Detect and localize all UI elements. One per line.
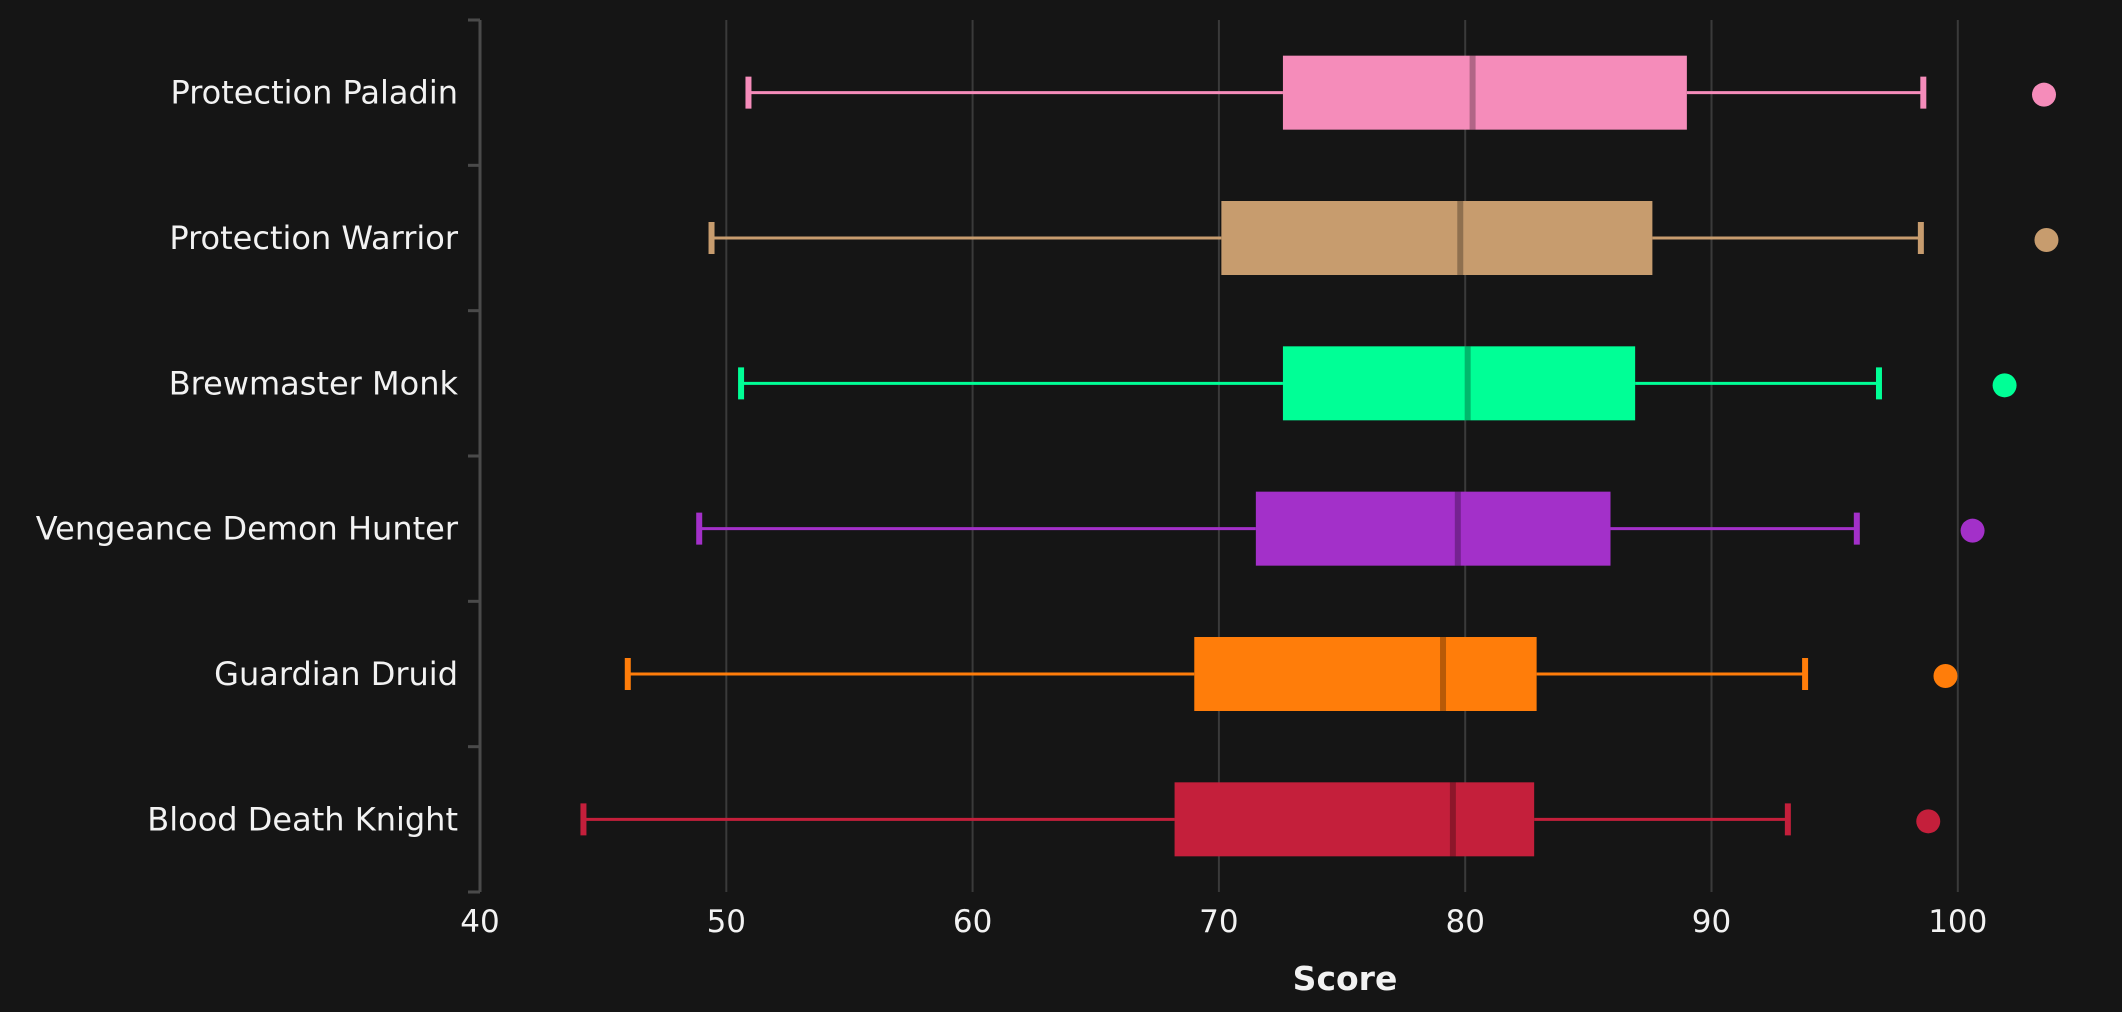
- box-protection-paladin: [745, 55, 2057, 130]
- outlier-point: [1933, 664, 1958, 688]
- axis-layer: [468, 18, 482, 894]
- label-layer: 40 50 60 70 80 90 100 Protection Paladin Protect…: [36, 74, 1988, 940]
- y-category-label: Guardian Druid: [214, 655, 458, 693]
- y-category-label: Brewmaster Monk: [169, 364, 459, 402]
- x-tick-label: 60: [953, 904, 992, 940]
- grid-layer: [725, 20, 1959, 892]
- box-protection-warrior: [708, 201, 2059, 275]
- box-guardian-druid: [624, 637, 1958, 711]
- x-tick-label: 50: [707, 904, 746, 940]
- x-tick-label: 90: [1692, 904, 1731, 940]
- y-category-label: Blood Death Knight: [147, 800, 458, 838]
- iqr-box: [1174, 782, 1535, 857]
- iqr-box: [1282, 55, 1687, 130]
- x-tick-label: 80: [1445, 904, 1484, 940]
- outlier-point: [1916, 809, 1941, 834]
- y-category-label: Protection Warrior: [169, 219, 458, 257]
- outlier-point: [2034, 228, 2059, 252]
- x-tick-label: 100: [1928, 904, 1987, 940]
- iqr-box: [1194, 637, 1537, 711]
- y-category-label: Vengeance Demon Hunter: [36, 510, 459, 548]
- x-tick-label: 70: [1199, 904, 1238, 940]
- y-category-label: Protection Paladin: [170, 74, 458, 112]
- x-tick-label: 40: [460, 904, 499, 940]
- box-blood-death-knight: [580, 782, 1941, 857]
- box-brewmaster-monk: [738, 346, 2017, 421]
- outlier-point: [1992, 373, 2017, 398]
- iqr-box: [1282, 346, 1636, 421]
- iqr-box: [1255, 491, 1611, 566]
- box-layer: [580, 55, 2059, 857]
- box-vengeance-demon-hunter: [696, 491, 1985, 566]
- outlier-point: [2032, 82, 2057, 107]
- iqr-box: [1221, 201, 1653, 275]
- x-axis-title: Score: [1293, 959, 1398, 998]
- outlier-point: [1960, 518, 1985, 543]
